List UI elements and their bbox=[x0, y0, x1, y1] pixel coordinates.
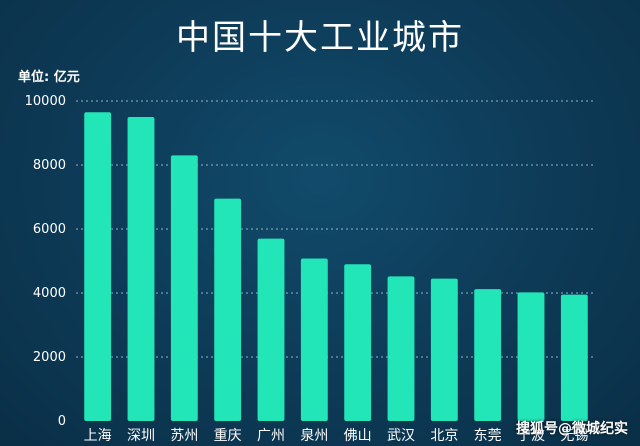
bars bbox=[84, 112, 588, 421]
x-category-label: 上海 bbox=[84, 428, 112, 444]
unit-label: 单位: 亿元 bbox=[18, 70, 80, 85]
bar-武汉 bbox=[387, 276, 415, 421]
bar-宁波 bbox=[517, 292, 545, 421]
bar-重庆 bbox=[214, 198, 242, 421]
y-tick-label: 4000 bbox=[33, 286, 66, 301]
x-category-label: 佛山 bbox=[344, 428, 372, 444]
y-tick-label: 6000 bbox=[33, 222, 66, 237]
x-category-label: 武汉 bbox=[387, 428, 415, 444]
chart-title: 中国十大工业城市 bbox=[176, 18, 464, 58]
y-tick-label: 0 bbox=[58, 414, 66, 429]
x-category-label: 广州 bbox=[257, 428, 285, 444]
x-category-label: 无锡 bbox=[560, 428, 588, 444]
x-category-label: 苏州 bbox=[170, 428, 198, 444]
x-category-label: 宁波 bbox=[517, 427, 545, 444]
y-axis: 0 2000 4000 6000 8000 10000 bbox=[25, 94, 66, 429]
bar-北京 bbox=[430, 278, 458, 421]
bar-东莞 bbox=[474, 289, 502, 421]
x-category-label: 东莞 bbox=[474, 428, 502, 444]
bar-上海 bbox=[84, 112, 112, 421]
bar-无锡 bbox=[560, 294, 588, 421]
watermark: 搜狐号@微城纪实 bbox=[516, 421, 628, 437]
x-category-label: 重庆 bbox=[214, 428, 242, 444]
bar-佛山 bbox=[344, 264, 372, 421]
x-category-label: 北京 bbox=[430, 428, 458, 444]
x-category-label: 深圳 bbox=[127, 428, 155, 444]
x-category-label: 泉州 bbox=[300, 427, 328, 444]
bar-苏州 bbox=[170, 155, 198, 421]
grid-lines bbox=[76, 100, 596, 358]
y-tick-label: 8000 bbox=[33, 158, 66, 173]
bar-广州 bbox=[257, 238, 285, 421]
x-axis-labels: 上海 深圳 苏州 重庆 广州 泉州 佛山 武汉 北京 东莞 宁波 无锡 bbox=[84, 427, 589, 444]
y-tick-label: 10000 bbox=[25, 94, 66, 109]
y-tick-label: 2000 bbox=[33, 350, 66, 365]
bar-深圳 bbox=[127, 117, 155, 421]
bar-泉州 bbox=[300, 258, 328, 421]
